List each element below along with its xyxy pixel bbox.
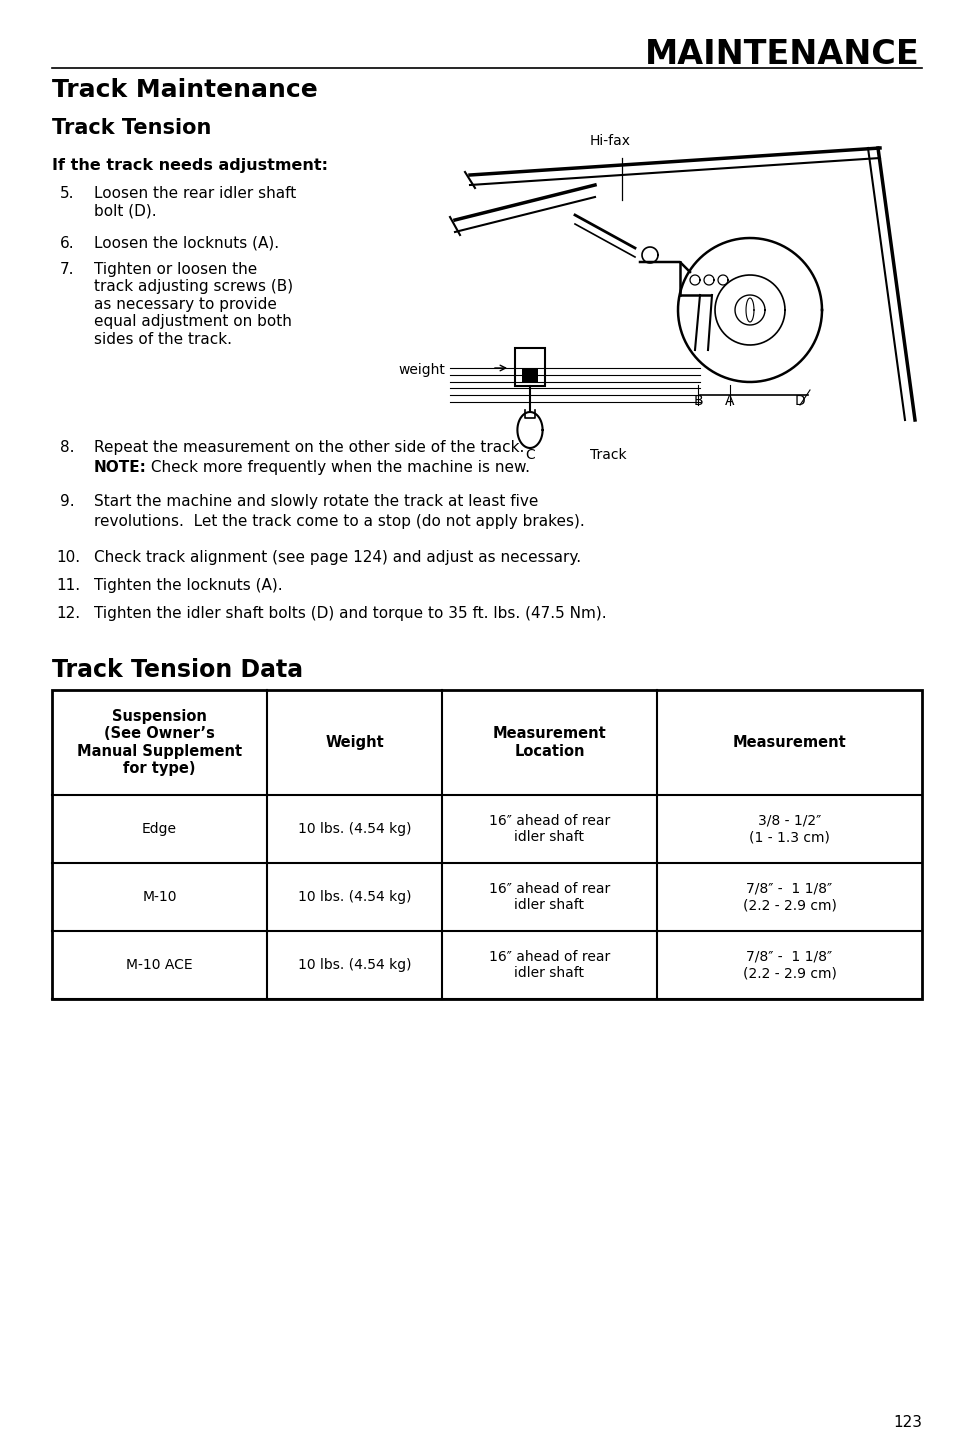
Text: 3/8 - 1/2″
(1 - 1.3 cm): 3/8 - 1/2″ (1 - 1.3 cm) [748,814,829,845]
Text: Start the machine and slowly rotate the track at least five: Start the machine and slowly rotate the … [94,494,537,509]
Text: 10 lbs. (4.54 kg): 10 lbs. (4.54 kg) [297,958,411,973]
Text: 7.: 7. [60,262,74,278]
Text: 11.: 11. [56,579,80,593]
Text: 12.: 12. [56,606,80,621]
Text: Weight: Weight [325,736,383,750]
Text: revolutions.  Let the track come to a stop (do not apply brakes).: revolutions. Let the track come to a sto… [94,515,584,529]
Text: 7/8″ -  1 1/8″
(2.2 - 2.9 cm): 7/8″ - 1 1/8″ (2.2 - 2.9 cm) [741,883,836,912]
Text: 123: 123 [892,1415,921,1429]
Text: 6.: 6. [60,236,74,252]
Text: 5.: 5. [60,186,74,201]
Text: Loosen the rear idler shaft
bolt (D).: Loosen the rear idler shaft bolt (D). [94,186,296,218]
Text: 16″ ahead of rear
idler shaft: 16″ ahead of rear idler shaft [488,883,610,912]
Text: Edge: Edge [142,822,177,836]
Text: 8.: 8. [60,441,74,455]
Text: 7/8″ -  1 1/8″
(2.2 - 2.9 cm): 7/8″ - 1 1/8″ (2.2 - 2.9 cm) [741,949,836,980]
Text: Tighten the locknuts (A).: Tighten the locknuts (A). [94,579,282,593]
Text: Tighten or loosen the
track adjusting screws (B)
as necessary to provide
equal a: Tighten or loosen the track adjusting sc… [94,262,293,346]
Text: 10 lbs. (4.54 kg): 10 lbs. (4.54 kg) [297,822,411,836]
Text: Check track alignment (see page 124) and adjust as necessary.: Check track alignment (see page 124) and… [94,550,580,566]
Text: M-10 ACE: M-10 ACE [126,958,193,973]
Text: Check more frequently when the machine is new.: Check more frequently when the machine i… [146,459,530,475]
Text: Measurement
Location: Measurement Location [492,727,606,759]
Text: NOTE:: NOTE: [94,459,147,475]
Text: 10.: 10. [56,550,80,566]
Text: 9.: 9. [60,494,74,509]
Text: Track Tension: Track Tension [52,118,212,138]
Text: C: C [524,448,535,462]
Bar [52,691,921,999]
Text: Track: Track [589,448,626,462]
Text: Suspension
(See Owner’s
Manual Supplement
for type): Suspension (See Owner’s Manual Supplemen… [77,710,242,776]
Text: Track Tension Data: Track Tension Data [52,659,303,682]
Text: Repeat the measurement on the other side of the track.: Repeat the measurement on the other side… [94,441,524,455]
Text: weight: weight [397,364,444,377]
Text: MAINTENANCE: MAINTENANCE [644,38,919,71]
Bar [521,368,537,382]
Text: D: D [794,394,804,409]
Text: 10 lbs. (4.54 kg): 10 lbs. (4.54 kg) [297,890,411,904]
Text: B: B [693,394,702,409]
Text: Track Maintenance: Track Maintenance [52,79,317,102]
Text: If the track needs adjustment:: If the track needs adjustment: [52,158,328,173]
Text: Measurement: Measurement [732,736,845,750]
Text: M-10: M-10 [142,890,176,904]
Text: 16″ ahead of rear
idler shaft: 16″ ahead of rear idler shaft [488,949,610,980]
Text: Hi-fax: Hi-fax [589,134,630,148]
Text: 16″ ahead of rear
idler shaft: 16″ ahead of rear idler shaft [488,814,610,845]
Text: Tighten the idler shaft bolts (D) and torque to 35 ft. lbs. (47.5 Nm).: Tighten the idler shaft bolts (D) and to… [94,606,606,621]
Text: A: A [724,394,734,409]
Text: Loosen the locknuts (A).: Loosen the locknuts (A). [94,236,279,252]
Bar [515,348,544,385]
